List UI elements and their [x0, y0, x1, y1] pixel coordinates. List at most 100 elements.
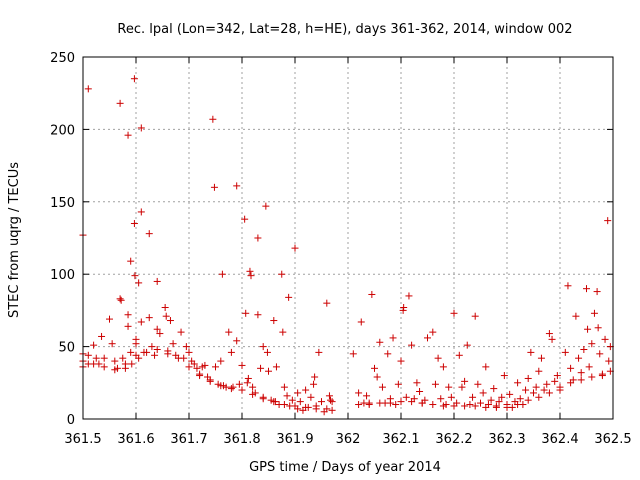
data-point	[259, 343, 267, 351]
data-point	[543, 380, 551, 388]
data-point	[545, 389, 553, 397]
data-point	[500, 372, 508, 380]
data-point	[553, 372, 561, 380]
data-point	[278, 270, 286, 278]
data-point	[386, 399, 394, 407]
data-point	[492, 403, 500, 411]
data-point	[124, 322, 132, 330]
data-point	[218, 270, 226, 278]
data-point	[397, 357, 405, 365]
data-point	[572, 312, 580, 320]
data-point	[148, 343, 156, 351]
data-point	[373, 373, 381, 381]
data-point	[174, 354, 182, 362]
data-point	[577, 376, 585, 384]
y-tick-label: 200	[50, 123, 75, 138]
y-tick-label: 50	[58, 341, 75, 356]
data-point	[588, 373, 596, 381]
data-point	[238, 361, 246, 369]
data-point	[229, 383, 237, 391]
data-point	[577, 369, 585, 377]
data-point	[522, 386, 530, 394]
data-point	[548, 335, 556, 343]
data-point	[545, 330, 553, 338]
y-tick-label: 100	[50, 268, 75, 283]
data-point	[100, 363, 108, 371]
x-tick-label: 362.3	[488, 432, 525, 447]
data-point	[310, 380, 318, 388]
data-point	[514, 379, 522, 387]
data-point	[445, 383, 453, 391]
data-point	[431, 380, 439, 388]
data-point	[450, 309, 458, 317]
data-point	[243, 379, 251, 387]
data-point	[153, 277, 161, 285]
data-point	[482, 403, 490, 411]
data-point	[84, 351, 92, 359]
data-point	[551, 377, 559, 385]
data-point	[244, 374, 252, 382]
data-point	[455, 351, 463, 359]
data-point	[238, 386, 246, 394]
data-point	[575, 354, 583, 362]
data-point	[527, 348, 535, 356]
data-point	[365, 401, 373, 409]
data-point	[294, 389, 302, 397]
y-tick-label: 150	[50, 196, 75, 211]
data-point	[222, 383, 230, 391]
data-point	[439, 363, 447, 371]
data-point	[514, 401, 522, 409]
data-point	[249, 383, 257, 391]
y-tick-label: 250	[50, 51, 75, 66]
data-point	[262, 202, 270, 210]
data-point	[121, 360, 129, 368]
data-point	[447, 393, 455, 401]
data-point	[323, 405, 331, 413]
data-point	[117, 296, 125, 304]
data-point	[434, 354, 442, 362]
data-point	[116, 295, 124, 303]
data-point	[130, 220, 138, 228]
data-point	[156, 330, 164, 338]
data-point	[145, 314, 153, 322]
data-point	[130, 75, 138, 83]
x-tick-label: 362	[336, 432, 361, 447]
plot-frame	[82, 56, 614, 420]
data-point	[307, 393, 315, 401]
data-point	[162, 312, 170, 320]
data-point	[368, 290, 376, 298]
data-point	[328, 398, 336, 406]
x-tick-label: 362.5	[594, 432, 631, 447]
data-point	[439, 402, 447, 410]
x-tick-label: 362.1	[382, 432, 419, 447]
chart-title: Rec. lpal (Lon=342, Lat=28, h=HE), days …	[117, 22, 572, 37]
data-point	[84, 85, 92, 93]
data-point	[233, 182, 241, 190]
data-point	[108, 340, 116, 348]
data-point	[210, 183, 218, 191]
data-point	[318, 398, 325, 406]
data-point	[524, 396, 532, 404]
data-point	[311, 373, 319, 381]
data-point	[241, 215, 249, 223]
data-point	[254, 311, 262, 319]
data-point	[196, 372, 204, 380]
data-point	[182, 343, 190, 351]
data-point	[357, 318, 365, 326]
data-point	[127, 348, 135, 356]
data-point	[588, 340, 596, 348]
data-point	[487, 396, 495, 404]
data-point	[161, 304, 169, 312]
data-point	[524, 374, 532, 382]
data-point	[397, 398, 405, 406]
data-point	[327, 396, 335, 404]
data-point	[291, 402, 299, 410]
data-point	[596, 350, 604, 358]
data-point	[166, 317, 174, 325]
data-point	[312, 405, 320, 413]
data-point	[540, 386, 548, 394]
data-point	[601, 335, 609, 343]
data-point	[408, 398, 416, 406]
data-point	[413, 379, 421, 387]
